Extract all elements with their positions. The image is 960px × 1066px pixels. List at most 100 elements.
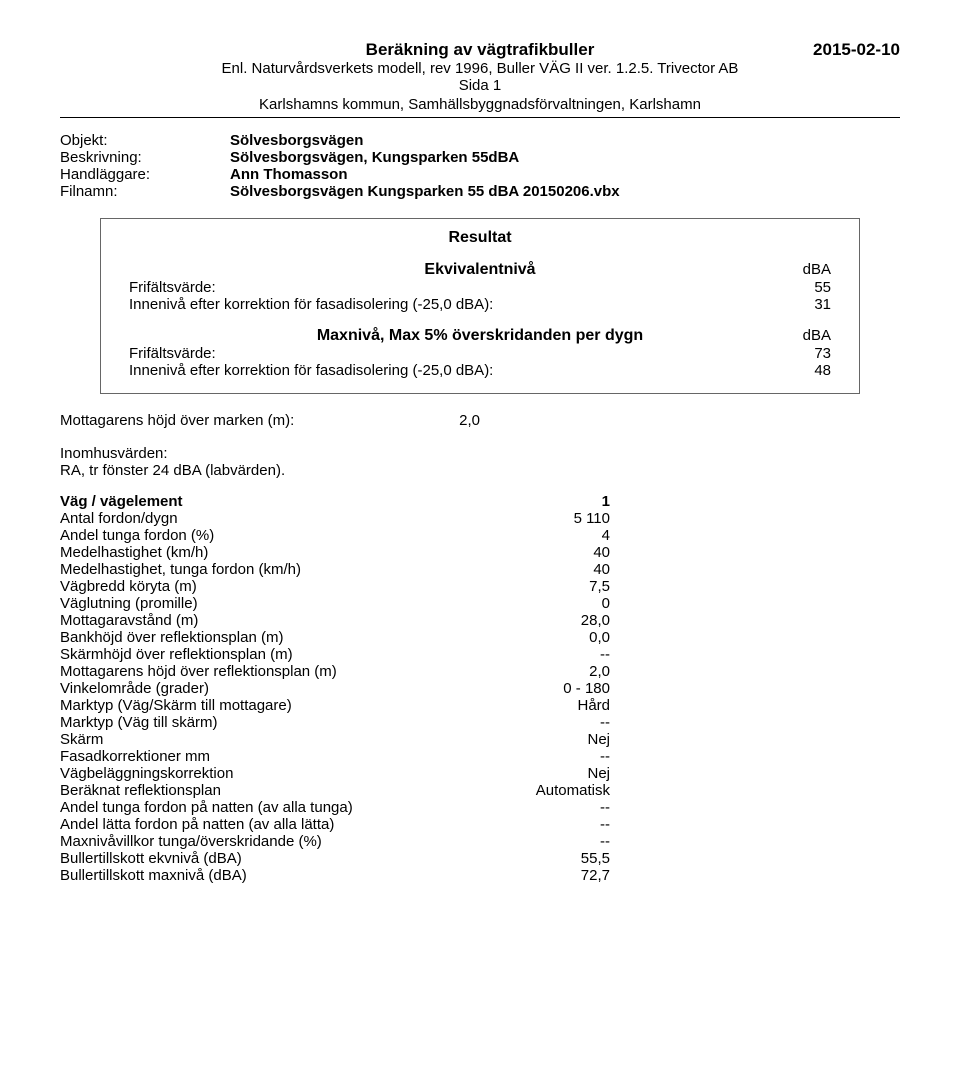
max-frifalt-value: 73	[781, 345, 831, 362]
report-subtitle: Enl. Naturvårdsverkets modell, rev 1996,…	[60, 60, 900, 77]
param-value: 0 - 180	[563, 680, 610, 697]
param-label: Fasadkorrektioner mm	[60, 748, 210, 765]
result-title: Resultat	[129, 229, 831, 247]
meta-row-beskrivning: Beskrivning: Sölvesborgsvägen, Kungspark…	[60, 149, 900, 166]
param-value: --	[600, 816, 610, 833]
param-row: Bankhöjd över reflektionsplan (m)0,0	[60, 629, 610, 646]
param-row: Väg / vägelement1	[60, 493, 610, 510]
mottagare-block: Mottagarens höjd över marken (m): 2,0	[60, 412, 900, 429]
document-header: 2015-02-10 Beräkning av vägtrafikbuller …	[60, 40, 900, 118]
param-label: Maxnivåvillkor tunga/överskridande (%)	[60, 833, 322, 850]
param-value: Hård	[577, 697, 610, 714]
param-label: Vägbredd köryta (m)	[60, 578, 197, 595]
param-row: Vägbeläggningskorrektion Nej	[60, 765, 610, 782]
meta-row-handlaggare: Handläggare: Ann Thomasson	[60, 166, 900, 183]
param-value: --	[600, 799, 610, 816]
param-value: Automatisk	[536, 782, 610, 799]
param-value: --	[600, 646, 610, 663]
param-value: 7,5	[589, 578, 610, 595]
ekv-frifalt-value: 55	[781, 279, 831, 296]
param-label: Bullertillskott ekvnivå (dBA)	[60, 850, 242, 867]
objekt-value: Sölvesborgsvägen	[230, 132, 900, 149]
param-label: Andel lätta fordon på natten (av alla lä…	[60, 816, 334, 833]
param-label: Beräknat reflektionsplan	[60, 782, 221, 799]
param-row: Medelhastighet, tunga fordon (km/h)40	[60, 561, 610, 578]
param-row: Bullertillskott maxnivå (dBA) 72,7	[60, 867, 610, 884]
param-value: 40	[593, 561, 610, 578]
param-label: Mottagaravstånd (m)	[60, 612, 198, 629]
beskrivning-value: Sölvesborgsvägen, Kungsparken 55dBA	[230, 149, 900, 166]
param-row: Väglutning (promille) 0	[60, 595, 610, 612]
param-label: Vinkelområde (grader)	[60, 680, 209, 697]
param-row: Bullertillskott ekvnivå (dBA) 55,5	[60, 850, 610, 867]
max-unit: dBA	[781, 327, 831, 344]
param-row: Vägbredd köryta (m) 7,5	[60, 578, 610, 595]
param-row: Andel tunga fordon (%)4	[60, 527, 610, 544]
ekv-title: Ekvivalentnivå	[179, 261, 781, 279]
param-row: Fasadkorrektioner mm --	[60, 748, 610, 765]
frifalt-label: Frifältsvärde:	[129, 345, 216, 362]
param-value: 0	[602, 595, 610, 612]
param-value: Nej	[587, 731, 610, 748]
param-row: Medelhastighet (km/h) 40	[60, 544, 610, 561]
meta-row-objekt: Objekt: Sölvesborgsvägen	[60, 132, 900, 149]
param-row: Andel lätta fordon på natten (av alla lä…	[60, 816, 610, 833]
param-value: 2,0	[589, 663, 610, 680]
param-value: --	[600, 833, 610, 850]
ekv-inneniva-value: 31	[781, 296, 831, 313]
param-label: Bullertillskott maxnivå (dBA)	[60, 867, 247, 884]
param-value: 40	[593, 544, 610, 561]
param-value: Nej	[587, 765, 610, 782]
page-number: Sida 1	[60, 77, 900, 94]
param-label: Marktyp (Väg/Skärm till mottagare)	[60, 697, 292, 714]
handlaggare-value: Ann Thomasson	[230, 166, 900, 183]
param-value: 1	[602, 493, 610, 510]
param-label: Väglutning (promille)	[60, 595, 198, 612]
max-title: Maxnivå, Max 5% överskridanden per dygn	[179, 327, 781, 345]
param-row: Skärmhöjd över reflektionsplan (m) --	[60, 646, 610, 663]
max-inneniva-row: Innenivå efter korrektion för fasadisole…	[129, 362, 831, 379]
objekt-label: Objekt:	[60, 132, 230, 149]
max-heading: Maxnivå, Max 5% överskridanden per dygn …	[129, 327, 831, 345]
param-value: 5 110	[574, 510, 610, 527]
param-label: Skärmhöjd över reflektionsplan (m)	[60, 646, 293, 663]
inomhus-label: Inomhusvärden:	[60, 445, 900, 462]
param-value: 28,0	[581, 612, 610, 629]
inomhus-block: Inomhusvärden: RA, tr fönster 24 dBA (la…	[60, 445, 900, 479]
ekv-inneniva-row: Innenivå efter korrektion för fasadisole…	[129, 296, 831, 313]
param-row: Mottagaravstånd (m) 28,0	[60, 612, 610, 629]
param-row: Antal fordon/dygn 5 110	[60, 510, 610, 527]
beskrivning-label: Beskrivning:	[60, 149, 230, 166]
param-label: Andel tunga fordon (%)	[60, 527, 214, 544]
param-label: Mottagarens höjd över reflektionsplan (m…	[60, 663, 337, 680]
report-date: 2015-02-10	[813, 40, 900, 60]
param-row: Marktyp (Väg/Skärm till mottagare) Hård	[60, 697, 610, 714]
filnamn-label: Filnamn:	[60, 183, 230, 200]
param-value: 72,7	[581, 867, 610, 884]
param-row: Andel tunga fordon på natten (av alla tu…	[60, 799, 610, 816]
param-label: Antal fordon/dygn	[60, 510, 178, 527]
param-row: Vinkelområde (grader) 0 - 180	[60, 680, 610, 697]
param-value: --	[600, 748, 610, 765]
max-frifalt-row: Frifältsvärde: 73	[129, 345, 831, 362]
param-label: Skärm	[60, 731, 103, 748]
max-inneniva-value: 48	[781, 362, 831, 379]
inneniva-label: Innenivå efter korrektion för fasadisole…	[129, 362, 493, 379]
param-row: Mottagarens höjd över reflektionsplan (m…	[60, 663, 610, 680]
handlaggare-label: Handläggare:	[60, 166, 230, 183]
param-value: 55,5	[581, 850, 610, 867]
param-row: Skärm Nej	[60, 731, 610, 748]
param-row: Maxnivåvillkor tunga/överskridande (%) --	[60, 833, 610, 850]
param-value: --	[600, 714, 610, 731]
param-row: Marktyp (Väg till skärm)--	[60, 714, 610, 731]
param-label: Vägbeläggningskorrektion	[60, 765, 233, 782]
mottagare-value: 2,0	[459, 412, 480, 429]
meta-row-filnamn: Filnamn: Sölvesborgsvägen Kungsparken 55…	[60, 183, 900, 200]
mottagare-label: Mottagarens höjd över marken (m):	[60, 412, 294, 429]
filnamn-value: Sölvesborgsvägen Kungsparken 55 dBA 2015…	[230, 183, 900, 200]
param-label: Andel tunga fordon på natten (av alla tu…	[60, 799, 353, 816]
param-label: Medelhastighet (km/h)	[60, 544, 208, 561]
param-row: Beräknat reflektionsplan Automatisk	[60, 782, 610, 799]
meta-block: Objekt: Sölvesborgsvägen Beskrivning: Sö…	[60, 132, 900, 200]
report-title: Beräkning av vägtrafikbuller	[60, 40, 900, 60]
